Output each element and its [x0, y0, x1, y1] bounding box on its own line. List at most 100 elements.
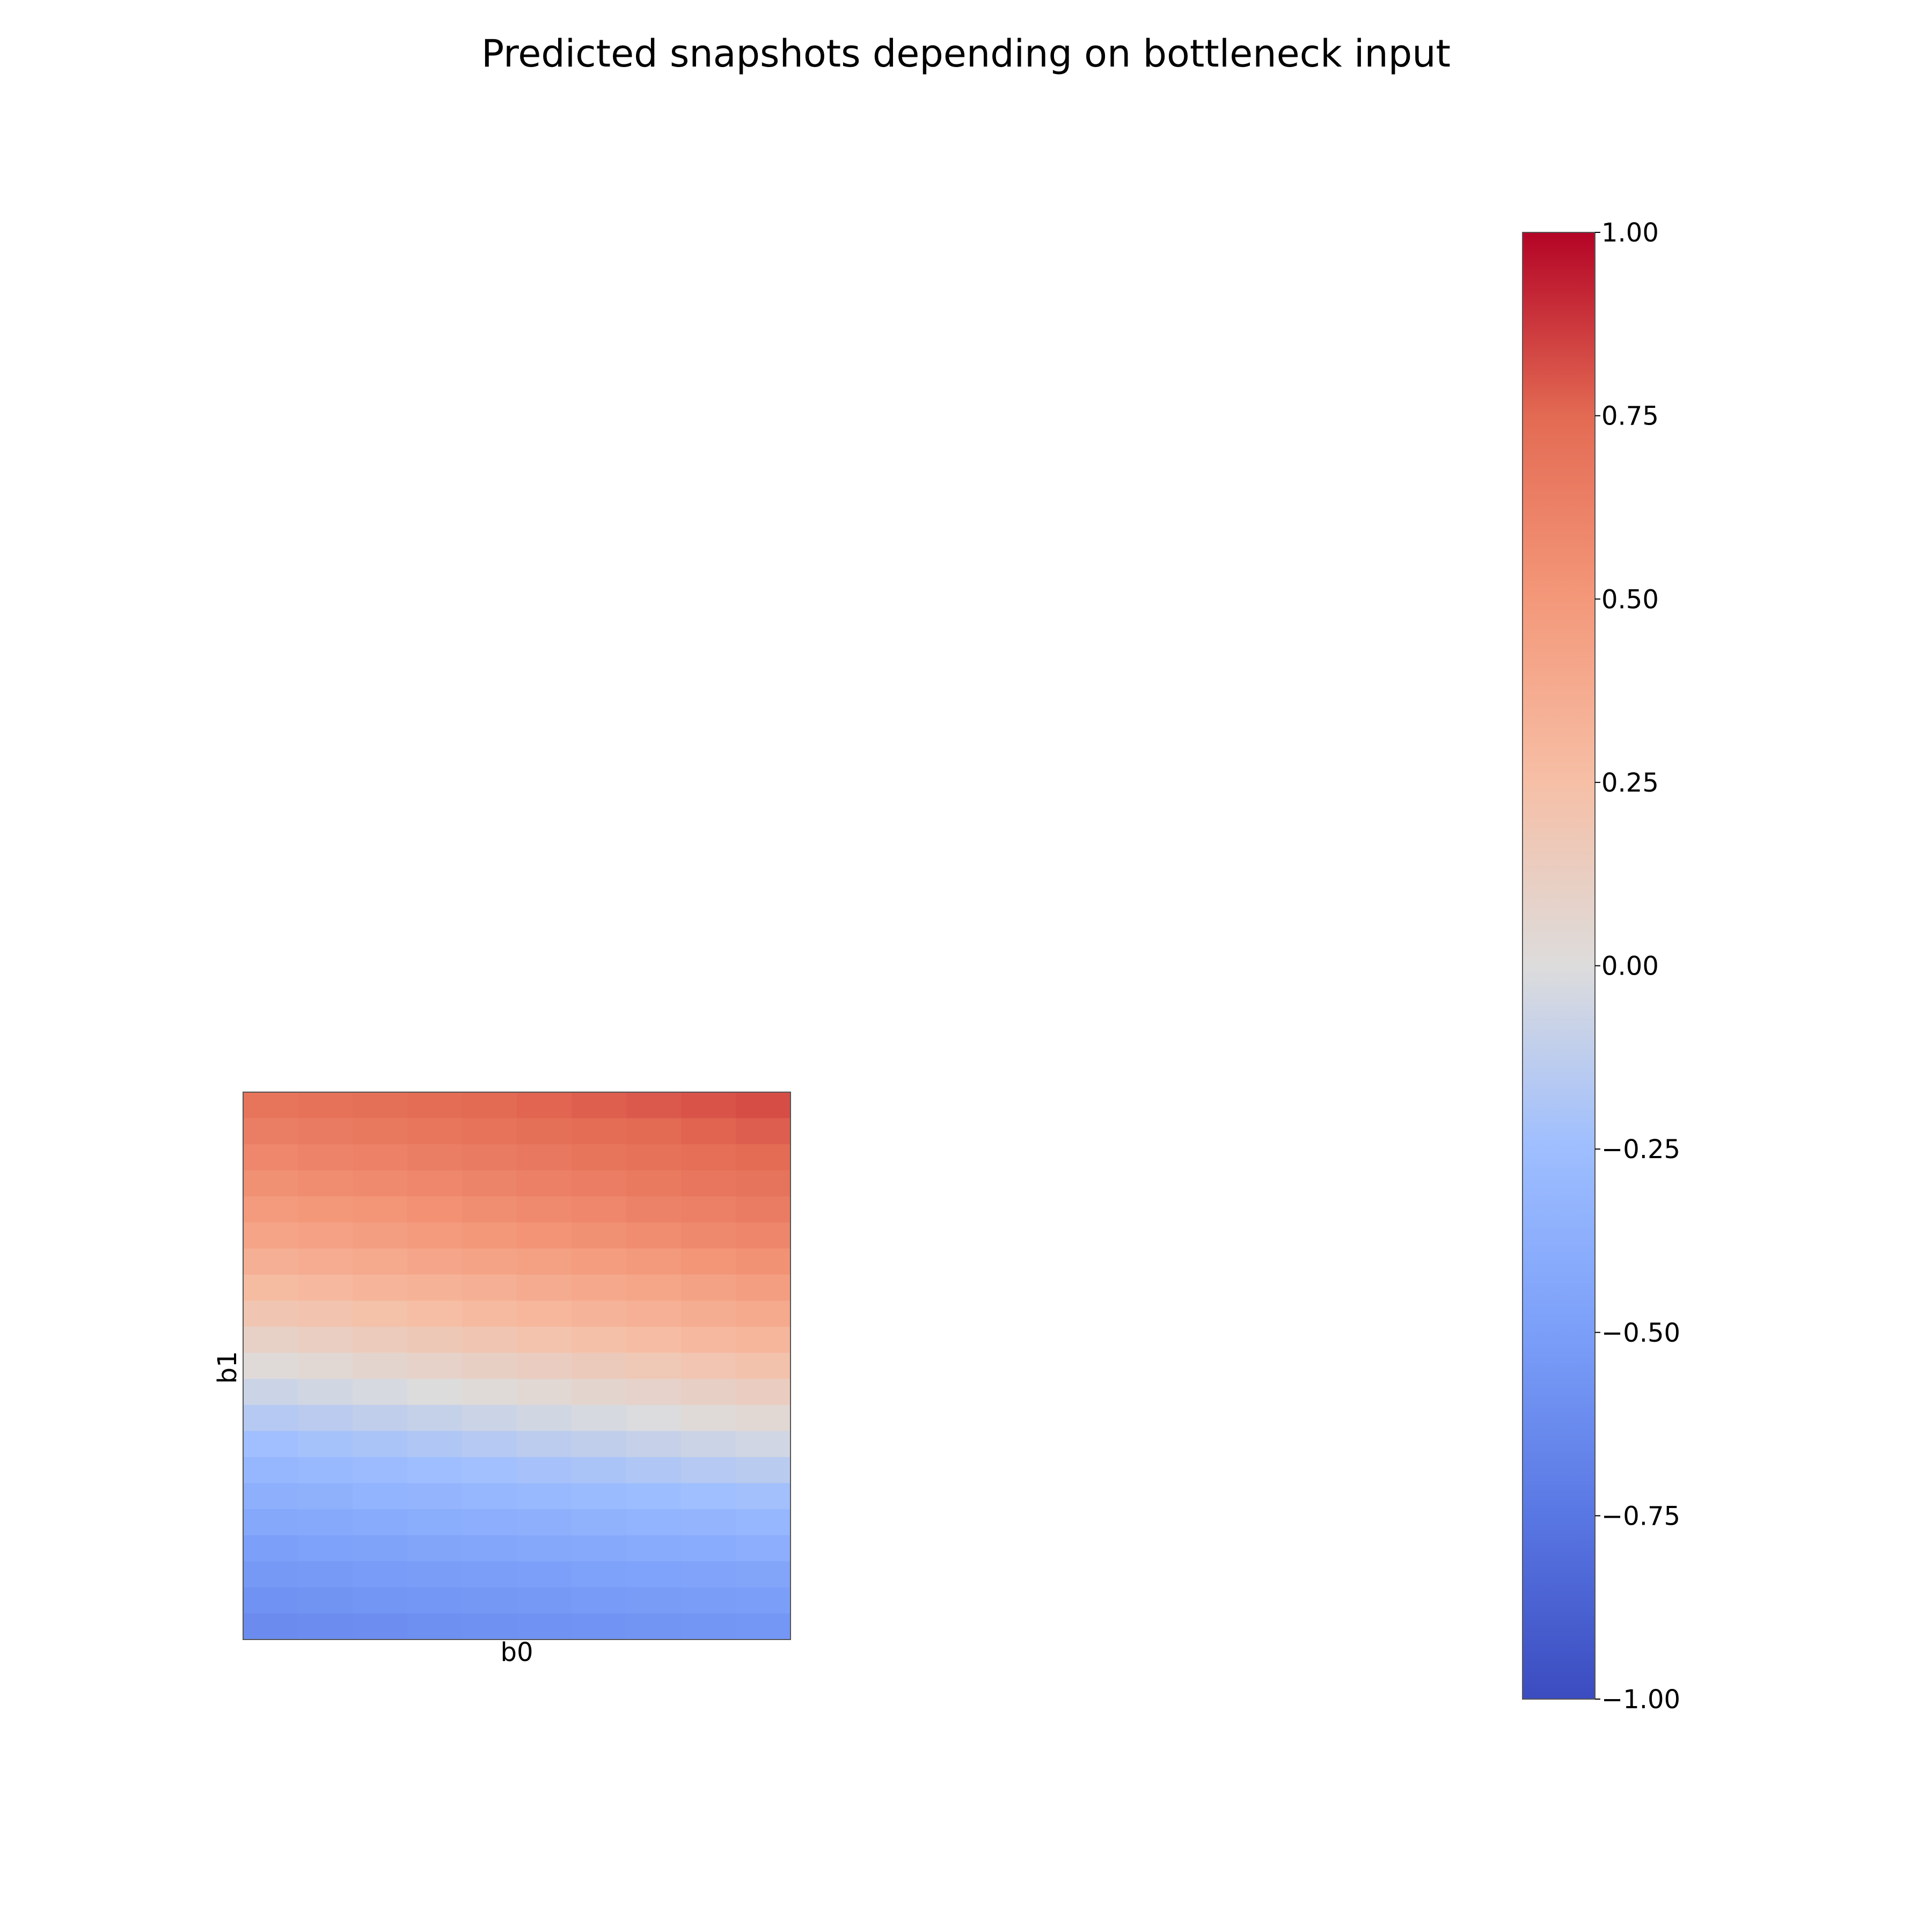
heatmap-cell	[353, 1118, 408, 1145]
heatmap-cell	[681, 1379, 736, 1406]
heatmap-cell	[681, 1457, 736, 1484]
heatmap-cell	[736, 1587, 791, 1614]
heatmap-cell	[626, 1509, 682, 1536]
heatmap-cell	[462, 1404, 517, 1432]
heatmap-cell	[681, 1509, 736, 1536]
heatmap-cell	[681, 1118, 736, 1145]
heatmap-cell	[572, 1144, 627, 1171]
heatmap-cell	[681, 1144, 736, 1171]
heatmap-cell	[736, 1404, 791, 1432]
heatmap-cell	[572, 1587, 627, 1614]
colorbar-tick-label: 0.50	[1601, 584, 1659, 614]
heatmap-cell	[681, 1248, 736, 1275]
heatmap-frame	[243, 1092, 791, 1640]
heatmap-cell	[736, 1509, 791, 1536]
heatmap-cell	[243, 1170, 298, 1197]
heatmap-cell	[572, 1404, 627, 1432]
heatmap-cell	[736, 1275, 791, 1301]
heatmap-cell	[736, 1248, 791, 1275]
heatmap-cell	[462, 1352, 517, 1379]
heatmap-cell	[626, 1483, 682, 1510]
heatmap-cell	[572, 1613, 627, 1640]
heatmap-cell	[626, 1118, 682, 1145]
heatmap-cell	[298, 1352, 353, 1379]
heatmap-cell	[462, 1118, 517, 1145]
heatmap-cell	[462, 1327, 517, 1353]
colorbar-tick-label: −1.00	[1601, 1685, 1680, 1715]
heatmap-cell	[407, 1404, 463, 1432]
heatmap-cell	[298, 1118, 353, 1145]
colorbar-tick-label: 1.00	[1601, 218, 1659, 248]
heatmap-cell	[681, 1170, 736, 1197]
heatmap-cell	[407, 1118, 463, 1145]
heatmap-cell	[736, 1222, 791, 1249]
heatmap-cell	[462, 1509, 517, 1536]
heatmap-cell	[517, 1613, 572, 1640]
heatmap-cell	[462, 1144, 517, 1171]
heatmap-cell	[736, 1327, 791, 1353]
heatmap-cell	[298, 1535, 353, 1562]
heatmap-cell	[681, 1327, 736, 1353]
colorbar-tick-label: −0.25	[1601, 1135, 1680, 1165]
heatmap-cell	[353, 1379, 408, 1406]
heatmap-cell	[681, 1352, 736, 1379]
heatmap-cell	[243, 1457, 298, 1484]
heatmap-cell	[407, 1457, 463, 1484]
colorbar-tick-label: 0.75	[1601, 401, 1659, 431]
heatmap-cell	[298, 1509, 353, 1536]
heatmap-cell	[626, 1587, 682, 1614]
heatmap-cell	[407, 1587, 463, 1614]
heatmap-cell	[572, 1535, 627, 1562]
heatmap-cell	[407, 1092, 463, 1119]
heatmap-cell	[517, 1561, 572, 1588]
heatmap-cell	[517, 1118, 572, 1145]
heatmap-cell	[736, 1092, 791, 1119]
heatmap-cell	[736, 1196, 791, 1223]
heatmap-cell	[517, 1196, 572, 1223]
heatmap-cell	[681, 1431, 736, 1458]
heatmap-cell	[681, 1587, 736, 1614]
heatmap-cell	[298, 1404, 353, 1432]
heatmap-cell	[462, 1561, 517, 1588]
heatmap-cell	[572, 1379, 627, 1406]
heatmap-cell	[517, 1431, 572, 1458]
heatmap-cell	[243, 1535, 298, 1562]
heatmap-cell	[736, 1431, 791, 1458]
heatmap-cell	[517, 1587, 572, 1614]
heatmap-cell	[353, 1431, 408, 1458]
heatmap-cell	[626, 1457, 682, 1484]
heatmap-cell	[572, 1457, 627, 1484]
heatmap-cell	[517, 1300, 572, 1327]
colorbar-tick-label: −0.75	[1601, 1501, 1680, 1531]
heatmap-cell	[572, 1352, 627, 1379]
heatmap-cell	[462, 1535, 517, 1562]
heatmap-cell	[353, 1092, 408, 1119]
heatmap-cell	[517, 1275, 572, 1301]
heatmap-cell	[681, 1613, 736, 1640]
heatmap-cell	[626, 1300, 682, 1327]
colorbar-tick-label: 0.00	[1601, 952, 1659, 982]
heatmap-cell	[353, 1404, 408, 1432]
heatmap-cell	[626, 1144, 682, 1171]
heatmap-cell	[298, 1170, 353, 1197]
heatmap-cell	[681, 1483, 736, 1510]
heatmap-cell	[298, 1613, 353, 1640]
heatmap-cell	[353, 1300, 408, 1327]
heatmap-cell	[626, 1561, 682, 1588]
heatmap-cell	[407, 1613, 463, 1640]
heatmap-cell	[298, 1144, 353, 1171]
heatmap-cell	[626, 1170, 682, 1197]
heatmap-cell	[626, 1404, 682, 1432]
heatmap-cell	[298, 1431, 353, 1458]
heatmap-cell	[462, 1613, 517, 1640]
colorbar-ticks: 1.00 0.75 0.50 0.25 0.00 −0.25 −0.50 −0.75 −1.00	[1595, 218, 1680, 1715]
heatmap-cell	[353, 1457, 408, 1484]
heatmap-cell	[353, 1613, 408, 1640]
heatmap-cell	[572, 1196, 627, 1223]
heatmap-cell	[243, 1196, 298, 1223]
heatmap-cell	[462, 1170, 517, 1197]
heatmap-cell	[517, 1352, 572, 1379]
heatmap-cell	[243, 1275, 298, 1301]
heatmap-cell	[243, 1144, 298, 1171]
heatmap-cell	[572, 1300, 627, 1327]
